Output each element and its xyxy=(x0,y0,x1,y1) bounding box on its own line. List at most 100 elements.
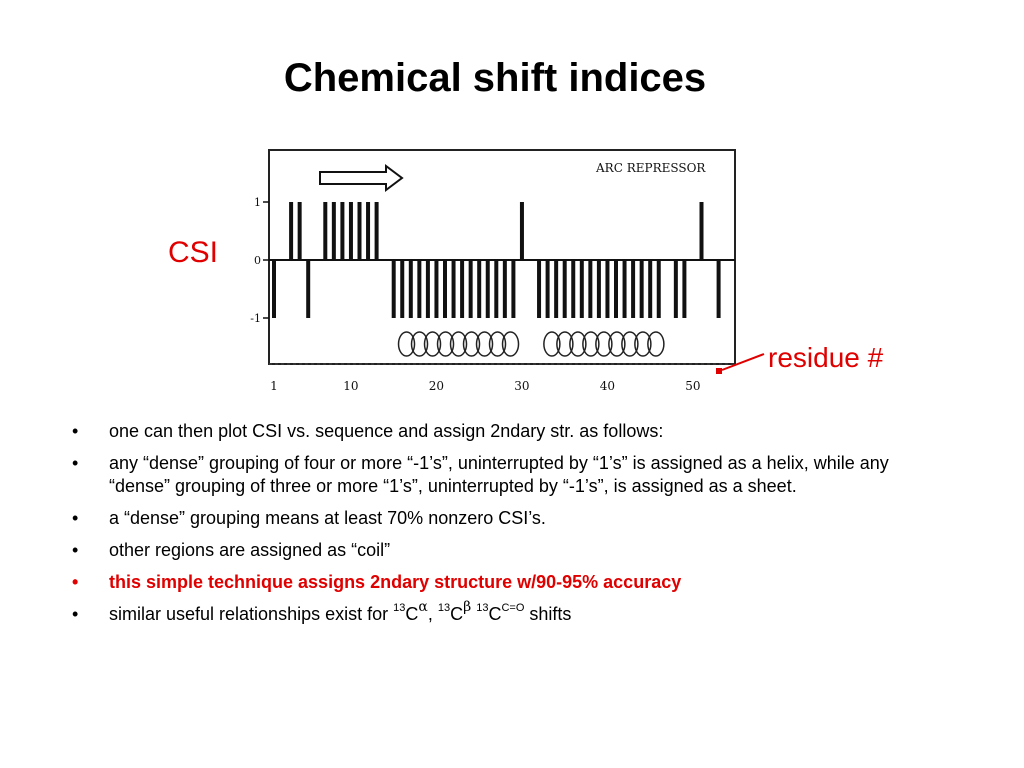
csi-bar-21 xyxy=(443,260,447,318)
helix-coil-loop xyxy=(488,331,507,357)
csi-annotation-label: CSI xyxy=(168,236,219,269)
csi-bar-13 xyxy=(374,202,379,260)
atom-c-beta: C xyxy=(450,604,464,624)
csi-bar-45 xyxy=(648,260,653,318)
isotope-13-alpha: 13 xyxy=(393,602,406,614)
csi-bar-40 xyxy=(605,260,610,318)
csi-bar-4 xyxy=(297,202,302,260)
csi-bar-53 xyxy=(716,260,721,318)
chart-caption: ARC REPRESSOR xyxy=(595,161,706,175)
arrow-icon xyxy=(319,164,404,192)
csi-bar-18 xyxy=(417,260,422,318)
csi-chart: ARC REPRESSOR 1 0 -1 1 10 20 30 40 50 xyxy=(248,142,738,398)
csi-bar-32 xyxy=(537,260,542,318)
helix-coil-loop xyxy=(556,331,574,357)
csi-bar-8 xyxy=(331,202,336,260)
atom-c-alpha: C xyxy=(405,604,419,624)
bullet-item-highlight: • this simple technique assigns 2ndary s… xyxy=(72,571,952,594)
helix-coil-loop xyxy=(647,331,665,357)
residue-annotation-label: residue # xyxy=(768,342,884,373)
helix-coil-loop xyxy=(397,331,416,357)
csi-bar-28 xyxy=(502,260,507,318)
helix-symbol-1 xyxy=(397,331,520,357)
csi-bar-16 xyxy=(400,260,405,318)
csi-bar-44 xyxy=(639,260,644,318)
csi-bar-23 xyxy=(460,260,465,318)
helix-coil-loop xyxy=(501,331,520,357)
csi-bar-9 xyxy=(340,202,345,260)
csi-bar-33 xyxy=(545,260,550,318)
x-tick-label: 20 xyxy=(429,379,444,393)
x-tick-label: 50 xyxy=(685,379,700,393)
bullet-marker: • xyxy=(72,604,79,624)
csi-bar-3 xyxy=(289,202,294,260)
bullet-item: • any “dense” grouping of four or more “… xyxy=(72,452,952,498)
csi-bar-22 xyxy=(451,260,456,318)
bullet-text: this simple technique assigns 2ndary str… xyxy=(109,572,682,592)
x-tick-label: 1 xyxy=(270,379,278,393)
bullet-item: • one can then plot CSI vs. sequence and… xyxy=(72,420,952,443)
csi-bar-51 xyxy=(699,202,704,260)
csi-bar-20 xyxy=(434,260,439,318)
csi-bar-41 xyxy=(614,260,618,318)
bullet-item: • other regions are assigned as “coil” xyxy=(72,539,952,562)
csi-bar-35 xyxy=(562,260,567,318)
csi-bar-12 xyxy=(366,202,371,260)
csi-bar-29 xyxy=(511,260,516,318)
helix-coil-loop xyxy=(608,331,626,357)
csi-bar-27 xyxy=(494,260,499,318)
csi-bar-1 xyxy=(272,260,276,318)
csi-bar-43 xyxy=(631,260,636,318)
csi-bar-48 xyxy=(673,260,678,318)
carbonyl-superscript: C=O xyxy=(501,602,525,614)
y-tick-label: -1 xyxy=(250,312,261,325)
y-tick-label: 1 xyxy=(254,196,261,209)
csi-bar-24 xyxy=(468,260,473,318)
atom-c-carbonyl: C xyxy=(488,604,502,624)
csi-bar-15 xyxy=(391,260,396,318)
bullet-text: other regions are assigned as “coil” xyxy=(109,540,391,560)
y-tick-label: 0 xyxy=(254,254,261,267)
isotope-13-carbonyl: 13 xyxy=(476,602,489,614)
separator-1: , xyxy=(427,604,438,624)
csi-bar-39 xyxy=(596,260,601,318)
helix-coil-loop xyxy=(543,331,561,357)
csi-bar-46 xyxy=(656,260,661,318)
shifts-prefix: similar useful relationships exist for xyxy=(109,604,394,624)
beta-superscript: β xyxy=(463,599,472,615)
csi-bar-26 xyxy=(485,260,490,318)
helix-coil-loop xyxy=(475,331,494,357)
bullet-list: • one can then plot CSI vs. sequence and… xyxy=(72,420,952,635)
csi-bar-49 xyxy=(682,260,687,318)
helix-coil-loop xyxy=(621,331,639,357)
alpha-superscript: α xyxy=(418,599,428,615)
bullet-marker: • xyxy=(72,572,79,592)
csi-bar-5 xyxy=(306,260,311,318)
csi-chart-svg: ARC REPRESSOR 10-1 1 10 20 30 40 50 xyxy=(248,142,738,398)
helix-symbol-2 xyxy=(543,331,665,357)
bullet-text: a “dense” grouping means at least 70% no… xyxy=(109,508,546,528)
csi-bar-37 xyxy=(579,260,584,318)
helix-coil-loop xyxy=(634,331,652,357)
helix-coil-loop xyxy=(410,331,429,357)
x-tick-label: 10 xyxy=(343,379,358,393)
csi-bar-30 xyxy=(519,202,524,260)
chart-frame xyxy=(268,149,736,365)
csi-bar-38 xyxy=(588,260,593,318)
bullet-marker: • xyxy=(72,508,79,528)
csi-bar-11 xyxy=(357,202,362,260)
csi-bar-36 xyxy=(571,260,576,318)
bullet-marker: • xyxy=(72,453,79,473)
csi-bar-42 xyxy=(622,260,627,318)
helix-coil-loop xyxy=(423,331,442,357)
bullet-marker: • xyxy=(72,421,79,441)
helix-coil-loop xyxy=(569,331,587,357)
x-tick-label: 40 xyxy=(600,379,615,393)
bullet-item: • a “dense” grouping means at least 70% … xyxy=(72,507,952,530)
csi-bar-34 xyxy=(554,260,559,318)
helix-coil-loop xyxy=(595,331,613,357)
isotope-13-beta: 13 xyxy=(437,602,451,614)
bullet-text-shifts: similar useful relationships exist for 1… xyxy=(109,600,571,624)
bullet-text: one can then plot CSI vs. sequence and a… xyxy=(109,421,664,441)
bullet-marker: • xyxy=(72,540,79,560)
